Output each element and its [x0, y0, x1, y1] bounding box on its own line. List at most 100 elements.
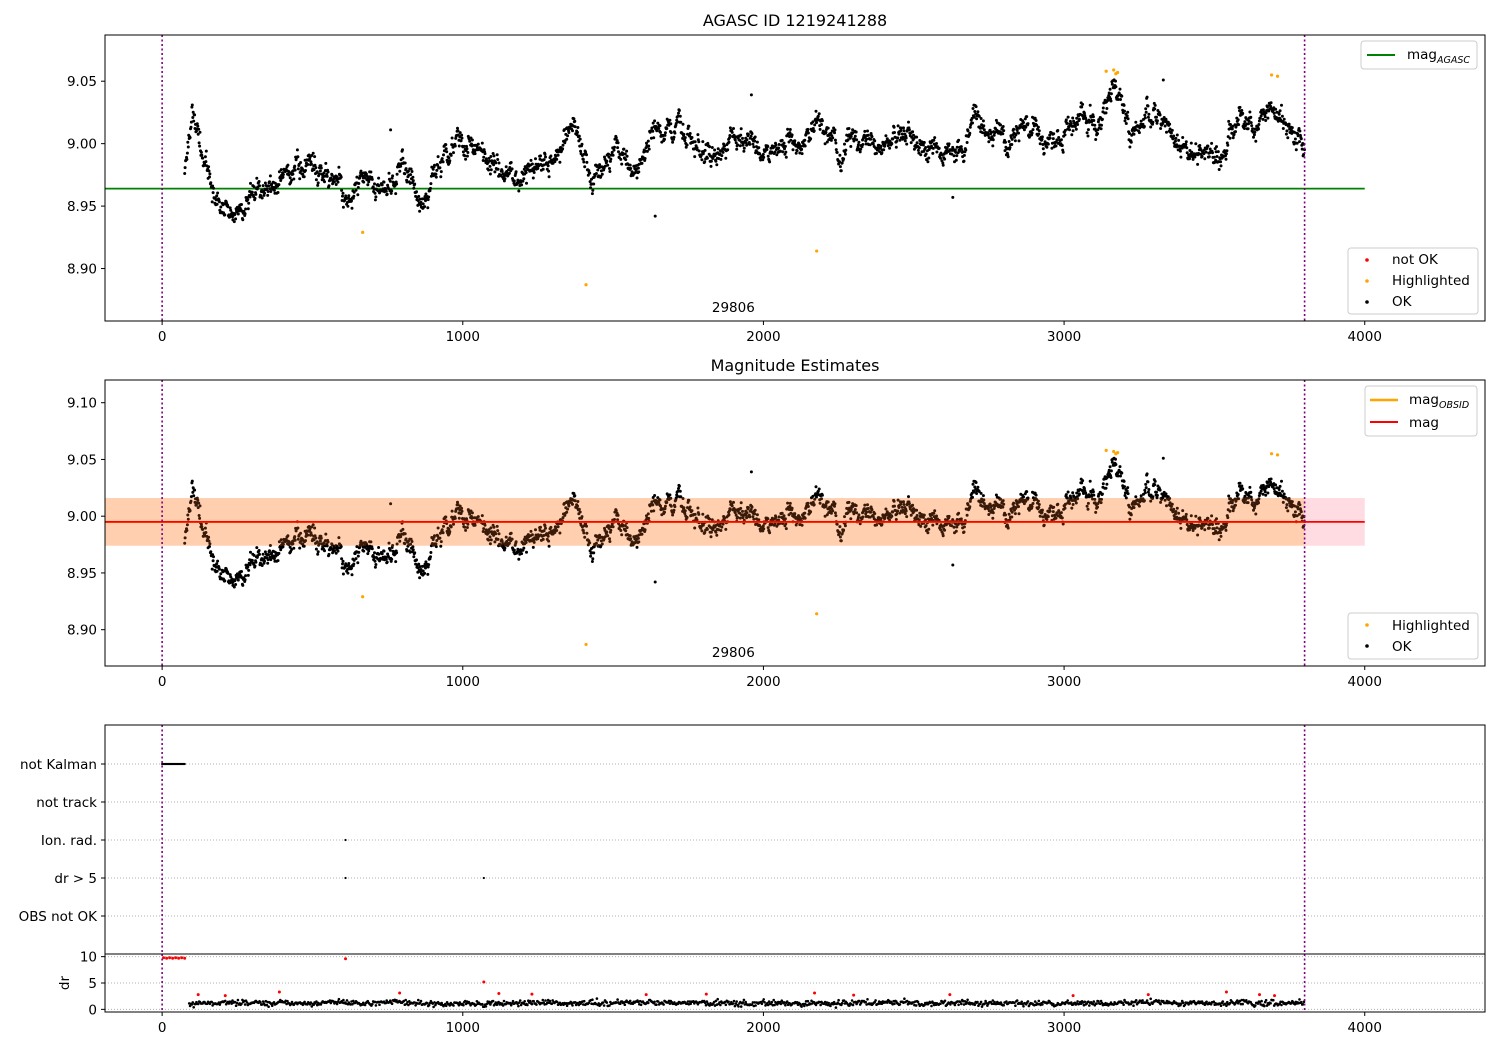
- ok-point: [1059, 138, 1063, 142]
- ok-point: [336, 180, 340, 184]
- ok-point: [1001, 505, 1005, 509]
- ok-point: [778, 149, 782, 153]
- ok-point: [1108, 87, 1112, 91]
- ok-point: [555, 529, 559, 532]
- ok-point: [1059, 511, 1063, 515]
- ok-point: [1008, 146, 1012, 149]
- ok-point: [1202, 152, 1206, 156]
- ok-point: [436, 526, 440, 530]
- ok-point: [1123, 109, 1126, 113]
- ok-point: [240, 203, 243, 206]
- ok-point: [261, 552, 265, 556]
- ok-point: [898, 511, 902, 515]
- ok-point: [1249, 490, 1253, 494]
- ok-point: [1070, 506, 1074, 510]
- ok-point: [268, 549, 271, 553]
- ok-point: [1175, 133, 1179, 137]
- ok-point: [192, 119, 196, 123]
- ok-point: [800, 523, 804, 527]
- ok-point: [1299, 137, 1303, 141]
- ok-point: [208, 175, 211, 179]
- ok-point: [276, 559, 280, 563]
- ok-point: [647, 516, 651, 520]
- ok-point: [900, 132, 904, 136]
- ok-point: [350, 199, 353, 203]
- ok-point: [1085, 504, 1089, 508]
- ok-point: [248, 195, 252, 199]
- ok-point: [1249, 115, 1253, 119]
- ok-point: [240, 570, 243, 573]
- ok-point: [693, 512, 697, 516]
- ok-point: [491, 152, 495, 155]
- ok-point: [739, 506, 743, 510]
- ok-point: [341, 562, 344, 566]
- ok-point: [596, 168, 600, 172]
- ok-point: [191, 110, 195, 114]
- ok-point: [739, 127, 743, 131]
- ok-point: [489, 526, 493, 530]
- ok-point: [859, 147, 863, 151]
- ok-point: [507, 171, 511, 175]
- ok-point: [481, 530, 485, 533]
- ok-point: [337, 536, 341, 540]
- ok-point: [907, 495, 910, 499]
- ok-point: [682, 506, 686, 510]
- ok-point: [669, 496, 673, 500]
- ok-point: [855, 138, 859, 142]
- ok-point: [357, 550, 361, 554]
- ok-point: [453, 516, 457, 520]
- ok-point: [902, 129, 906, 133]
- ok-point: [201, 156, 205, 160]
- ok-point: [896, 136, 900, 140]
- ok-point: [857, 513, 861, 517]
- ok-point: [542, 158, 546, 162]
- ok-point: [268, 555, 272, 559]
- ok-point: [603, 164, 607, 168]
- ok-point: [216, 559, 220, 563]
- ok-point: [203, 526, 207, 530]
- ok-point: [327, 184, 331, 188]
- ok-point: [1037, 503, 1041, 506]
- panel-1-legend-lines: magAGASC: [1360, 40, 1478, 70]
- ok-point: [730, 504, 734, 508]
- ok-point: [952, 525, 956, 529]
- ok-point: [1165, 130, 1168, 134]
- ok-point: [449, 153, 453, 157]
- ok-point: [398, 169, 402, 173]
- ok-point: [857, 140, 861, 144]
- ok-point: [898, 138, 902, 142]
- ok-point: [879, 517, 883, 521]
- ok-point: [1153, 103, 1157, 107]
- ok-point: [517, 189, 521, 193]
- ok-point: [390, 189, 394, 193]
- ok-point: [625, 149, 629, 153]
- ok-point: [1074, 501, 1078, 505]
- ok-point: [976, 485, 980, 489]
- ok-point: [954, 150, 958, 154]
- ok-point: [352, 562, 356, 566]
- ok-point: [741, 509, 744, 513]
- ok-point: [1055, 138, 1059, 142]
- ok-point: [935, 514, 938, 518]
- ok-point: [1080, 105, 1084, 109]
- ok-point: [549, 525, 553, 529]
- ok-point: [1185, 146, 1189, 150]
- ok-point: [504, 535, 508, 539]
- ok-point: [817, 487, 821, 491]
- ok-point: [681, 497, 685, 500]
- ok-point: [1030, 505, 1034, 508]
- ok-point: [547, 169, 551, 173]
- ok-point: [856, 143, 860, 147]
- ok-point: [470, 511, 474, 515]
- ok-point: [292, 177, 296, 181]
- ok-point: [1251, 501, 1255, 505]
- ok-point: [1031, 502, 1035, 505]
- ok-point: [780, 138, 784, 142]
- ok-point: [1181, 136, 1185, 139]
- ok-point: [459, 512, 463, 515]
- ok-point: [185, 157, 189, 161]
- ok-point: [474, 148, 478, 152]
- ok-point: [429, 186, 432, 190]
- ok-point: [1261, 117, 1265, 121]
- ok-point: [721, 150, 725, 154]
